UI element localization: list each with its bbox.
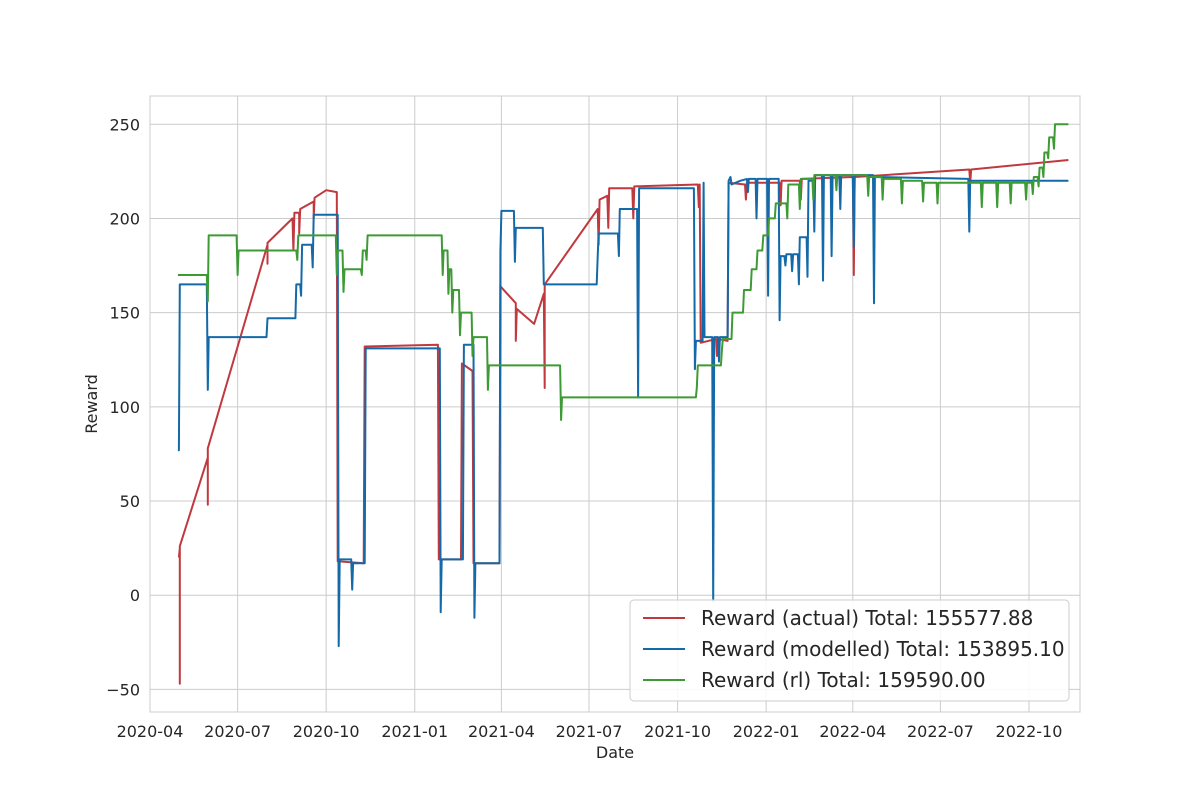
y-tick-label: −50 (106, 680, 140, 699)
legend-label-rl: Reward (rl) Total: 159590.00 (701, 668, 986, 692)
y-axis-tick-labels: −50 0 50 100 150 200 250 (106, 115, 140, 699)
y-tick-label: 150 (109, 304, 140, 323)
x-tick-label: 2020-10 (293, 722, 360, 741)
x-tick-label: 2020-04 (117, 722, 184, 741)
legend: Reward (actual) Total: 155577.88 Reward … (629, 599, 1070, 702)
legend-label-actual: Reward (actual) Total: 155577.88 (701, 606, 1033, 630)
x-axis-tick-labels: 2020-04 2020-07 2020-10 2021-01 2021-04 2021-… (117, 722, 1063, 741)
y-tick-label: 0 (130, 586, 140, 605)
y-tick-label: 100 (109, 398, 140, 417)
plot-frame (149, 95, 1081, 713)
y-tick-label: 200 (109, 209, 140, 228)
y-tick-label: 50 (120, 492, 140, 511)
x-tick-label: 2021-10 (644, 722, 711, 741)
legend-box (629, 599, 1070, 702)
y-tick-label: 250 (109, 115, 140, 134)
x-tick-label: 2021-01 (381, 722, 448, 741)
x-tick-label: 2022-04 (819, 722, 886, 741)
x-tick-label: 2020-07 (204, 722, 271, 741)
series-lines (177, 123, 1069, 685)
y-axis-label: Reward (82, 374, 101, 434)
x-tick-label: 2022-07 (907, 722, 974, 741)
legend-label-modelled: Reward (modelled) Total: 153895.10 (701, 637, 1065, 661)
x-tick-label: 2021-04 (468, 722, 535, 741)
x-tick-label: 2022-01 (733, 722, 800, 741)
x-tick-label: 2021-07 (556, 722, 623, 741)
x-tick-label: 2022-10 (996, 722, 1063, 741)
x-axis-label: Date (596, 743, 634, 762)
series-line-rl (177, 123, 1069, 421)
